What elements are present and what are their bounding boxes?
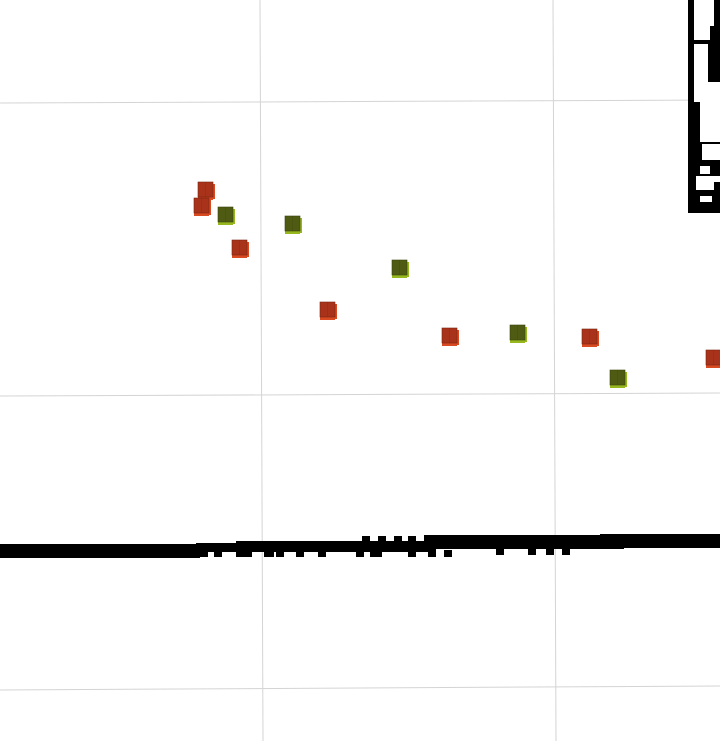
- obstacle-cell: [714, 182, 720, 190]
- obstacle-cell: [562, 548, 570, 555]
- obstacle-cell: [710, 160, 718, 166]
- obstacle-cell: [600, 534, 720, 548]
- obstacle-cell: [528, 548, 536, 555]
- obstacle-cell: [200, 550, 208, 557]
- obstacle-cell: [424, 535, 624, 549]
- free-cell: [700, 196, 712, 202]
- obstacle-cell: [356, 550, 364, 557]
- obstacle-cell: [394, 536, 402, 543]
- green-marker: [391, 259, 409, 278]
- free-cell: [700, 166, 710, 174]
- obstacle-cell: [244, 550, 252, 557]
- red-marker: [197, 181, 215, 200]
- red-marker: [193, 197, 211, 216]
- red-marker: [441, 327, 459, 346]
- red-marker: [319, 301, 337, 320]
- obstacle-cell: [378, 536, 386, 543]
- green-marker: [509, 324, 527, 343]
- grid-line: [0, 685, 720, 691]
- grid-line: [0, 392, 720, 397]
- obstacle-cell: [296, 550, 304, 557]
- obstacle-cell: [362, 536, 370, 543]
- obstacle-cell: [408, 536, 416, 543]
- obstacle-cell: [496, 548, 504, 555]
- obstacle-cell: [214, 550, 222, 557]
- obstacle-cell: [276, 550, 284, 557]
- obstacle-cell: [0, 544, 200, 558]
- obstacle-cell: [408, 550, 416, 557]
- red-marker: [705, 349, 720, 368]
- green-marker: [284, 215, 302, 234]
- free-cell: [702, 144, 720, 160]
- obstacle-cell: [236, 550, 244, 557]
- grid-line: [259, 0, 264, 741]
- obstacle-cell: [264, 550, 274, 557]
- obstacle-cell: [428, 550, 436, 557]
- obstacle-cell: [318, 550, 326, 557]
- grid-line: [0, 99, 720, 104]
- obstacle-layer: [0, 0, 720, 558]
- free-cell: [700, 82, 720, 142]
- red-marker: [581, 328, 599, 347]
- free-cell: [694, 82, 700, 102]
- green-marker: [609, 369, 627, 388]
- red-marker: [231, 239, 249, 258]
- green-marker: [217, 206, 235, 225]
- obstacle-cell: [546, 548, 554, 555]
- marker-layer: [193, 181, 720, 388]
- obstacle-cell: [444, 550, 452, 557]
- obstacle-cell: [236, 541, 436, 551]
- free-cell: [694, 0, 714, 40]
- obstacle-cell: [370, 550, 382, 557]
- obstacle-cell: [710, 26, 720, 40]
- free-cell: [694, 44, 708, 82]
- grid-line: [552, 0, 557, 741]
